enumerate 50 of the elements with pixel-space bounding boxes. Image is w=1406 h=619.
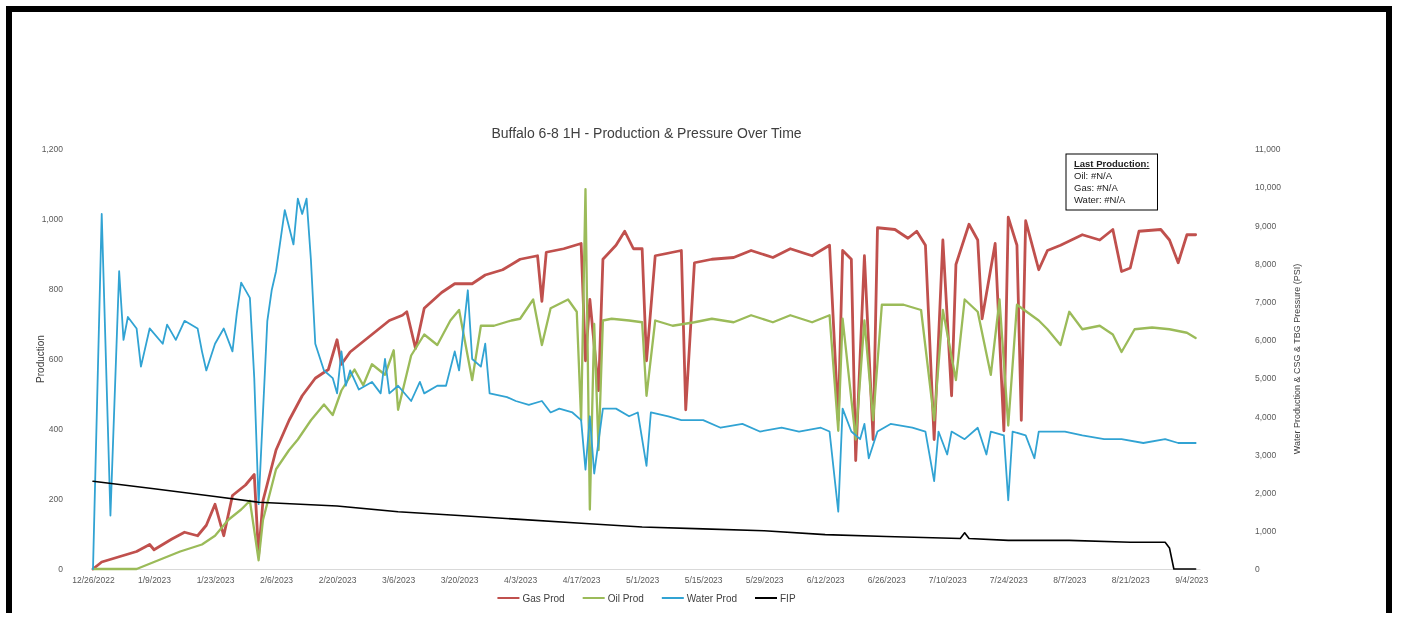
y2-tick-label: 8,000 [1255, 258, 1277, 269]
annotation: Water: #N/A [1074, 194, 1127, 205]
y2-tick-label: 0 [1255, 564, 1260, 575]
x-tick-label: 1/23/2023 [196, 575, 235, 586]
y-tick-label: 200 [48, 494, 64, 505]
legend-label: Gas Prod [522, 593, 565, 604]
x-tick-label: 7/24/2023 [989, 575, 1028, 586]
x-tick-label: 12/26/2022 [72, 575, 116, 586]
y2-tick-label: 2,000 [1255, 487, 1277, 498]
x-tick-label: 2/20/2023 [318, 575, 357, 586]
line-series [92, 480, 1197, 570]
y-tick-label: 600 [48, 354, 64, 365]
x-tick-label: 8/7/2023 [1053, 575, 1087, 586]
x-tick-label: 2/6/2023 [260, 575, 294, 586]
x-tick-label: 6/26/2023 [867, 575, 906, 586]
x-tick-label: 5/29/2023 [745, 575, 784, 586]
y-tick-label: 800 [48, 284, 64, 295]
legend-label: Water Prod [686, 593, 738, 604]
x-tick-label: 4/17/2023 [562, 575, 601, 586]
x-tick-label: 8/21/2023 [1111, 575, 1150, 586]
x-tick-label: 9/4/2023 [1175, 575, 1209, 586]
x-tick-label: 6/12/2023 [806, 575, 845, 586]
x-tick-label: 5/1/2023 [626, 575, 660, 586]
x-tick-label: 5/15/2023 [684, 575, 723, 586]
x-tick-label: 3/20/2023 [440, 575, 479, 586]
y2-tick-label: 10,000 [1255, 182, 1282, 193]
y2-tick-label: 11,000 [1255, 144, 1281, 155]
y-tick-label: 400 [48, 424, 64, 435]
legend-label: Oil Prod [607, 593, 644, 604]
y2-axis-title: Water Production & CSG & TBG Pressure (PSI) [1292, 263, 1302, 455]
y2-tick-label: 9,000 [1255, 220, 1277, 231]
y2-tick-label: 1,000 [1255, 526, 1277, 537]
y2-tick-label: 7,000 [1255, 296, 1277, 307]
x-tick-label: 1/9/2023 [137, 575, 172, 586]
legend-label: FIP [780, 593, 796, 604]
y2-tick-label: 4,000 [1255, 411, 1277, 422]
x-tick-label: 7/10/2023 [928, 575, 967, 586]
annotation: Oil: #N/A [1074, 170, 1113, 181]
y2-tick-label: 5,000 [1255, 373, 1277, 384]
chart-title: Buffalo 6-8 1H - Production & Pressure Over Time [491, 125, 802, 141]
annotation: Last Production: [1074, 158, 1150, 169]
y-tick-label: 1,000 [41, 214, 64, 225]
x-tick-label: 4/3/2023 [504, 575, 538, 586]
y-tick-label: 1,200 [41, 144, 64, 155]
y-axis-title: Production [35, 335, 46, 383]
y2-tick-label: 6,000 [1255, 335, 1277, 346]
annotation: Gas: #N/A [1074, 182, 1119, 193]
y2-tick-label: 3,000 [1255, 449, 1277, 460]
y-tick-label: 0 [58, 564, 64, 575]
x-tick-label: 3/6/2023 [382, 575, 416, 586]
